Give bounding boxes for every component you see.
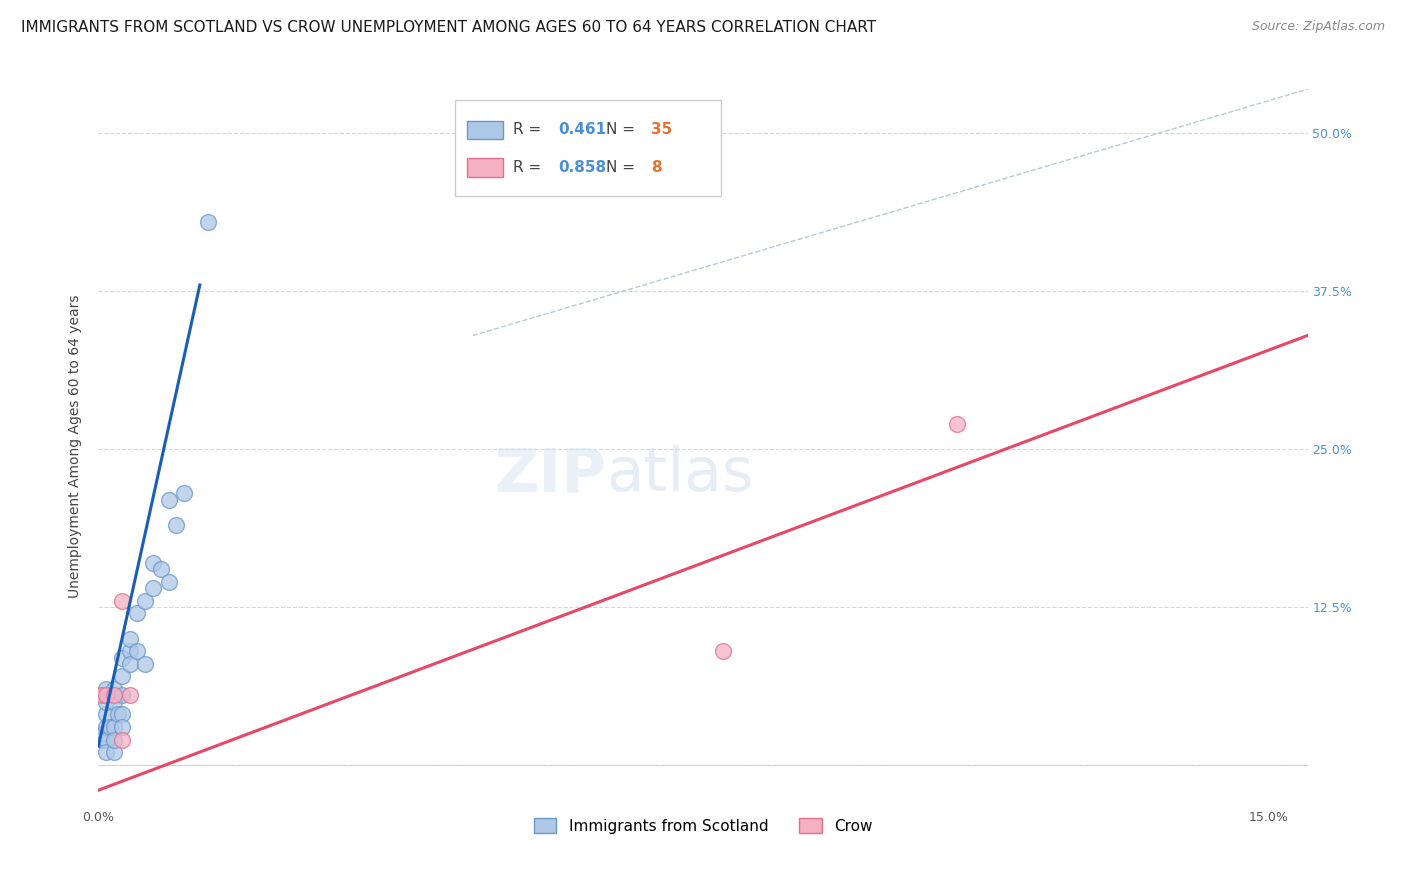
Point	[157, 492, 180, 507]
Text: IMMIGRANTS FROM SCOTLAND VS CROW UNEMPLOYMENT AMONG AGES 60 TO 64 YEARS CORRELAT: IMMIGRANTS FROM SCOTLAND VS CROW UNEMPLO…	[21, 20, 876, 35]
Text: 35: 35	[651, 122, 672, 137]
Point	[103, 745, 125, 759]
Text: 0.858: 0.858	[558, 161, 606, 175]
Point	[96, 695, 118, 709]
Point	[111, 732, 134, 747]
Text: 0.461: 0.461	[558, 122, 606, 137]
Point	[111, 669, 134, 683]
Legend: Immigrants from Scotland, Crow: Immigrants from Scotland, Crow	[526, 811, 880, 841]
Point	[142, 556, 165, 570]
Point	[98, 720, 121, 734]
Point	[103, 732, 125, 747]
Point	[111, 650, 134, 665]
Text: N =: N =	[606, 161, 640, 175]
Point	[96, 745, 118, 759]
Point	[149, 562, 172, 576]
Point	[96, 682, 118, 697]
Point	[197, 215, 219, 229]
Point	[711, 644, 734, 658]
Point	[118, 632, 141, 646]
Point	[111, 707, 134, 722]
Point	[107, 707, 129, 722]
Point	[134, 657, 156, 671]
Point	[96, 732, 118, 747]
Point	[118, 689, 141, 703]
Text: ZIP: ZIP	[495, 445, 606, 504]
Point	[111, 593, 134, 607]
Point	[173, 486, 195, 500]
Point	[96, 720, 118, 734]
Point	[142, 581, 165, 595]
Point	[91, 732, 114, 747]
Point	[93, 726, 115, 740]
Point	[118, 657, 141, 671]
Y-axis label: Unemployment Among Ages 60 to 64 years: Unemployment Among Ages 60 to 64 years	[69, 294, 83, 598]
Bar	[467, 120, 503, 139]
Point	[134, 593, 156, 607]
Bar	[467, 159, 503, 177]
Text: R =: R =	[513, 122, 547, 137]
Point	[103, 689, 125, 703]
Point	[103, 695, 125, 709]
Point	[96, 707, 118, 722]
Text: Source: ZipAtlas.com: Source: ZipAtlas.com	[1251, 20, 1385, 33]
Point	[91, 689, 114, 703]
Point	[118, 644, 141, 658]
Point	[127, 644, 149, 658]
Point	[96, 689, 118, 703]
Point	[103, 682, 125, 697]
Text: atlas: atlas	[606, 445, 754, 504]
Point	[165, 517, 187, 532]
Point	[111, 720, 134, 734]
Point	[127, 607, 149, 621]
Text: 8: 8	[651, 161, 662, 175]
Point	[111, 689, 134, 703]
Bar	[456, 100, 721, 196]
Point	[945, 417, 967, 431]
Point	[103, 720, 125, 734]
Text: N =: N =	[606, 122, 640, 137]
Text: R =: R =	[513, 161, 547, 175]
Point	[157, 574, 180, 589]
